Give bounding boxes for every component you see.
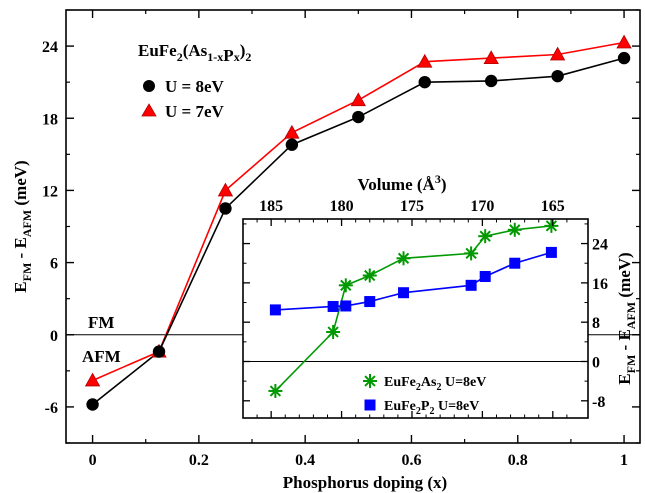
inset-legend-asterisk: [363, 374, 377, 388]
data-point-u8: [86, 398, 99, 411]
main-series-group: [84, 34, 632, 411]
main-plot: 0 0.2 0.4 0.6 0.8 1 -6 0 6 12 18 24 Phosphorus dopi…: [11, 9, 641, 492]
data-point-u7: [84, 372, 101, 387]
inset-legend-square: [364, 399, 376, 411]
data-point-u8: [551, 69, 564, 83]
inset-y-tick-label: 8: [592, 315, 600, 332]
data-point-u7: [616, 34, 632, 49]
legend-marker-u7: [141, 103, 157, 117]
inset-data-point-as2: [396, 251, 411, 266]
data-point-u7: [549, 46, 566, 61]
inset-y-axis-label: EFM - EAFM (meV): [615, 252, 638, 384]
data-point-u7: [284, 124, 300, 139]
inset-y-tick-label: 0: [592, 354, 600, 371]
inset-data-point-as2: [544, 218, 559, 233]
inset-x-tick-label: 185: [259, 198, 283, 215]
inset-data-point-as2: [478, 229, 493, 244]
inset-x-tick-label: 165: [541, 198, 565, 215]
x-tick-label: 0.8: [508, 452, 528, 469]
inset-data-point-as2: [362, 268, 377, 283]
inset-y-tick-label: 16: [592, 276, 608, 293]
inset-data-point-p2: [364, 296, 376, 308]
x-tick-label: 1: [620, 452, 628, 469]
inset-ticks: 185 180 175 170 165 -8 0 8 16 24: [243, 198, 608, 418]
inset-plot: 185 180 175 170 165 -8 0 8 16 24 Volume (Å3) EFM …: [242, 172, 638, 419]
x-tick-label: 0.6: [401, 452, 421, 469]
data-point-u8: [418, 75, 431, 89]
x-tick-label: 0.4: [295, 452, 315, 469]
y-tick-label: 6: [50, 256, 58, 273]
x-axis-label: Phosphorus doping (x): [283, 473, 447, 492]
inset-data-point-p2: [465, 279, 477, 291]
inset-x-tick-label: 180: [330, 198, 354, 215]
data-point-u8: [617, 51, 631, 65]
afm-region-label: AFM: [82, 347, 121, 366]
inset-x-tick-label: 170: [470, 198, 494, 215]
inset-data-point-p2: [479, 270, 491, 282]
inset-data-point-p2: [340, 300, 352, 312]
x-tick-label: 0: [89, 452, 97, 469]
legend-label-u7: U = 7eV: [165, 102, 225, 121]
inset-y-tick-label: 24: [592, 237, 608, 254]
inset-data-point-p2: [269, 304, 281, 316]
inset-background: [243, 219, 588, 418]
inset-data-point-as2: [338, 278, 353, 293]
y-tick-label: 12: [42, 183, 58, 200]
data-point-u8: [152, 345, 166, 358]
data-point-u7: [350, 92, 366, 107]
data-point-u8: [484, 74, 498, 88]
x-tick-label: 0.2: [189, 452, 209, 469]
inset-data-point-p2: [545, 246, 557, 258]
y-tick-label: 24: [42, 39, 58, 56]
data-point-u7: [417, 53, 433, 68]
inset-legend-marker-as2: [363, 374, 377, 388]
legend-label-u8: U = 8eV: [165, 77, 225, 96]
data-point-u8: [352, 110, 365, 124]
inset-data-point-as2: [268, 383, 283, 398]
inset-legend: EuFe2As2 U=8eV EuFe2P2 U=8eV: [363, 374, 486, 417]
y-tick-label: 18: [42, 111, 58, 128]
legend-title: EuFe2(As1-xPx)2: [138, 41, 251, 65]
inset-data-point-as2: [464, 246, 479, 261]
data-point-u7: [483, 50, 499, 65]
inset-x-tick-label: 175: [400, 198, 424, 215]
inset-legend-label-p2: EuFe2P2 U=8eV: [384, 399, 479, 417]
data-point-u8: [219, 202, 232, 215]
inset-data-point-p2: [398, 287, 410, 299]
inset-data-point-p2: [327, 300, 339, 312]
inset-legend-marker-p2: [364, 399, 376, 411]
main-ticks: 0 0.2 0.4 0.6 0.8 1 -6 0 6 12 18 24: [42, 9, 640, 469]
data-point-u8: [285, 138, 299, 151]
inset-data-point-as2: [326, 325, 341, 340]
inset-plot-frame: [242, 218, 589, 419]
inset-legend-label-as2: EuFe2As2 U=8eV: [384, 375, 486, 393]
y-tick-label: 0: [50, 328, 58, 345]
data-point-u7: [217, 182, 234, 197]
inset-data-point-p2: [509, 257, 521, 269]
inset-y-tick-label: -8: [592, 394, 605, 411]
y-tick-label: -6: [45, 400, 58, 417]
inset-series-group: [268, 218, 559, 398]
y-axis-label: EFM - EAFM (meV): [11, 160, 34, 292]
inset-x-axis-label: Volume (Å3): [358, 172, 447, 194]
inset-data-point-as2: [507, 222, 522, 237]
legend-marker-u8: [143, 80, 155, 92]
fm-region-label: FM: [88, 313, 114, 332]
